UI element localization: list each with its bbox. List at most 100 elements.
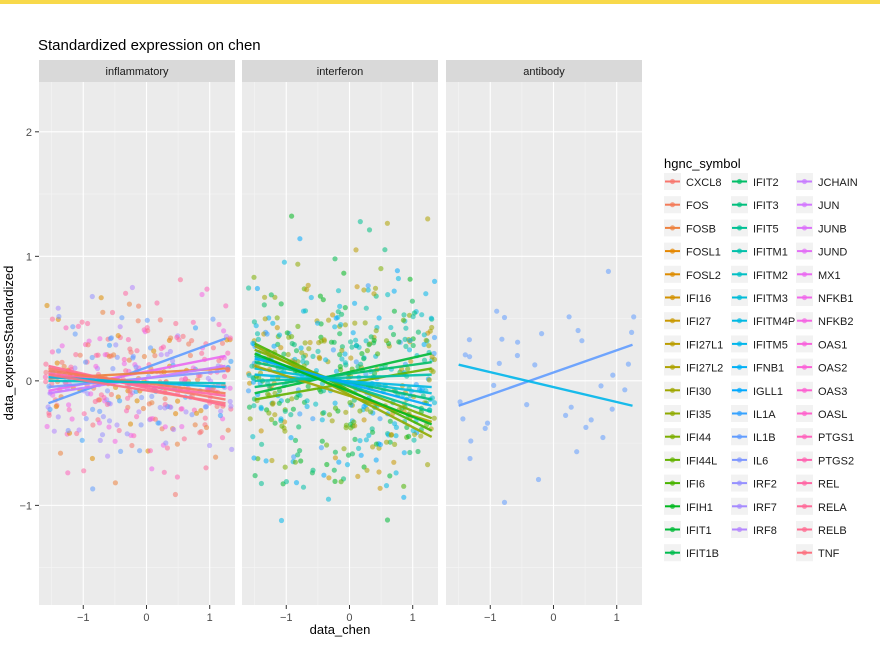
- legend-label: JUN: [818, 200, 839, 212]
- legend-label: IFITM1: [753, 247, 788, 259]
- legend-key-point: [736, 364, 743, 370]
- data-point: [269, 457, 275, 464]
- data-point: [336, 459, 342, 465]
- data-point: [97, 437, 103, 443]
- data-point: [134, 414, 140, 420]
- legend-item: IFIH1: [664, 497, 713, 515]
- data-point: [293, 348, 300, 354]
- legend-label: IFIT3: [753, 200, 779, 212]
- data-point: [423, 337, 429, 343]
- legend-label: IRF2: [753, 479, 777, 491]
- data-point: [281, 259, 287, 265]
- data-point: [219, 340, 226, 346]
- data-point: [203, 465, 209, 471]
- legend-label: IFIT5: [753, 223, 779, 235]
- legend-item: IFIT5: [731, 219, 779, 237]
- legend-key-point: [801, 318, 808, 324]
- data-point: [352, 300, 358, 306]
- data-point: [345, 452, 352, 458]
- legend-label: JCHAIN: [818, 177, 858, 189]
- data-point: [81, 411, 87, 417]
- data-point: [98, 295, 104, 301]
- data-point: [173, 411, 179, 417]
- data-point: [431, 415, 437, 421]
- legend-item: JUN: [796, 196, 839, 214]
- data-point: [93, 363, 99, 369]
- data-point: [349, 344, 355, 350]
- legend-key-point: [669, 294, 676, 301]
- data-point: [75, 323, 81, 329]
- legend-item: IFI27L2: [664, 358, 723, 376]
- data-point: [112, 438, 118, 444]
- legend-key-point: [801, 341, 808, 347]
- data-point: [425, 462, 431, 468]
- legend-label: IFITM2: [753, 270, 788, 282]
- data-point: [359, 351, 365, 357]
- data-point: [348, 425, 354, 431]
- data-point: [123, 368, 129, 374]
- data-point: [263, 458, 269, 464]
- data-point: [337, 331, 343, 337]
- data-point: [149, 400, 155, 406]
- data-point: [372, 285, 379, 291]
- data-point: [307, 339, 313, 346]
- data-point: [300, 484, 307, 490]
- legend-label: IFI35: [686, 409, 711, 421]
- legend-label: TNF: [818, 548, 840, 560]
- legend-key-point: [736, 434, 743, 440]
- data-point: [278, 517, 285, 524]
- data-point: [419, 312, 425, 318]
- data-point: [127, 421, 134, 427]
- facet-panel-antibody: antibody −1 0 1: [446, 60, 642, 624]
- legend-item: RELB: [796, 521, 847, 538]
- data-point: [409, 298, 415, 304]
- data-point: [315, 320, 321, 326]
- legend-item: PTGS2: [796, 451, 854, 469]
- legend-label: IFI30: [686, 386, 711, 398]
- data-point: [332, 256, 338, 262]
- x-axis-label: data_chen: [310, 622, 371, 637]
- data-point: [460, 416, 466, 422]
- data-point: [255, 336, 261, 342]
- data-point: [97, 336, 103, 342]
- data-point: [250, 434, 256, 440]
- data-point: [63, 325, 69, 331]
- data-point: [579, 338, 585, 344]
- data-point: [176, 337, 182, 343]
- data-point: [247, 416, 253, 422]
- legend-label: IFNB1: [753, 363, 784, 375]
- x-tick-label: −1: [484, 612, 497, 624]
- data-point: [357, 408, 363, 414]
- data-point: [121, 356, 127, 363]
- data-point: [373, 328, 379, 334]
- legend-item: PTGS1: [796, 428, 854, 446]
- data-point: [73, 352, 79, 358]
- legend-label: IGLL1: [753, 386, 783, 398]
- data-point: [408, 358, 414, 364]
- y-tick-label: 0: [26, 376, 32, 388]
- data-point: [302, 340, 308, 346]
- data-point: [130, 355, 136, 361]
- data-point: [400, 317, 406, 323]
- data-point: [83, 416, 89, 422]
- legend-item: RELA: [796, 497, 847, 515]
- legend-key-point: [801, 225, 808, 231]
- data-point: [361, 417, 367, 423]
- legend-label: IFIT1B: [686, 548, 719, 560]
- data-point: [104, 388, 111, 394]
- data-point: [421, 357, 428, 363]
- data-point: [292, 459, 298, 465]
- data-point: [85, 320, 91, 327]
- data-point: [274, 325, 280, 331]
- legend-item: FOSL2: [664, 265, 721, 283]
- data-point: [271, 343, 277, 349]
- legend-item: IRF7: [731, 497, 777, 515]
- x-tick-label: −1: [280, 612, 293, 624]
- data-point: [219, 435, 226, 441]
- data-point: [246, 404, 253, 410]
- legend-item: IL1B: [731, 428, 776, 446]
- data-point: [55, 348, 62, 354]
- trend-lines: [48, 337, 226, 407]
- data-point: [361, 287, 367, 293]
- data-point: [289, 334, 295, 340]
